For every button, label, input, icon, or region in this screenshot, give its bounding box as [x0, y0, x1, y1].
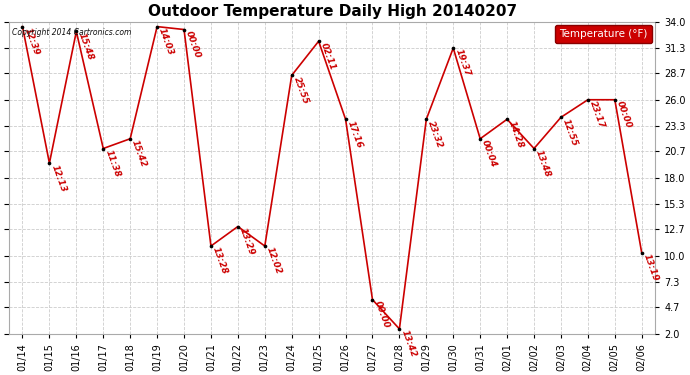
- Point: [421, 116, 432, 122]
- Text: Copyright 2014 Cartronics.com: Copyright 2014 Cartronics.com: [12, 28, 132, 37]
- Point: [475, 136, 486, 142]
- Point: [17, 24, 28, 30]
- Point: [233, 224, 244, 230]
- Point: [582, 97, 593, 103]
- Point: [71, 28, 82, 34]
- Title: Outdoor Temperature Daily High 20140207: Outdoor Temperature Daily High 20140207: [148, 4, 517, 19]
- Text: 17:16: 17:16: [346, 119, 364, 149]
- Text: 23:17: 23:17: [588, 100, 606, 130]
- Point: [313, 38, 324, 44]
- Text: 13:29: 13:29: [238, 226, 256, 256]
- Point: [394, 326, 405, 332]
- Text: 00:00: 00:00: [184, 30, 202, 60]
- Point: [125, 136, 136, 142]
- Text: 00:04: 00:04: [480, 139, 498, 169]
- Point: [44, 160, 55, 166]
- Text: 02:11: 02:11: [319, 41, 337, 71]
- Text: 14:28: 14:28: [507, 119, 525, 149]
- Text: 12:39: 12:39: [23, 27, 41, 57]
- Point: [502, 116, 513, 122]
- Point: [609, 97, 620, 103]
- Text: 25:55: 25:55: [292, 75, 310, 105]
- Text: 13:42: 13:42: [400, 329, 417, 359]
- Text: 15:42: 15:42: [130, 139, 148, 169]
- Point: [367, 297, 378, 303]
- Text: 12:55: 12:55: [561, 117, 579, 147]
- Legend: Temperature (°F): Temperature (°F): [555, 25, 652, 43]
- Text: 00:00: 00:00: [373, 300, 391, 330]
- Point: [206, 243, 217, 249]
- Point: [555, 114, 566, 120]
- Point: [152, 24, 163, 30]
- Text: 19:37: 19:37: [453, 48, 471, 78]
- Point: [259, 243, 270, 249]
- Point: [98, 146, 109, 152]
- Text: 14:03: 14:03: [157, 27, 175, 57]
- Text: 13:28: 13:28: [211, 246, 229, 276]
- Point: [448, 45, 459, 51]
- Text: 15:48: 15:48: [77, 32, 95, 62]
- Point: [340, 116, 351, 122]
- Point: [529, 146, 540, 152]
- Text: 11:38: 11:38: [104, 148, 121, 178]
- Text: 12:02: 12:02: [265, 246, 283, 276]
- Text: 00:00: 00:00: [615, 100, 633, 130]
- Text: 12:13: 12:13: [50, 163, 68, 193]
- Text: 13:48: 13:48: [534, 148, 552, 178]
- Text: 13:19: 13:19: [642, 253, 660, 283]
- Point: [636, 250, 647, 256]
- Text: 23:32: 23:32: [426, 119, 444, 149]
- Point: [179, 27, 190, 33]
- Point: [286, 72, 297, 78]
